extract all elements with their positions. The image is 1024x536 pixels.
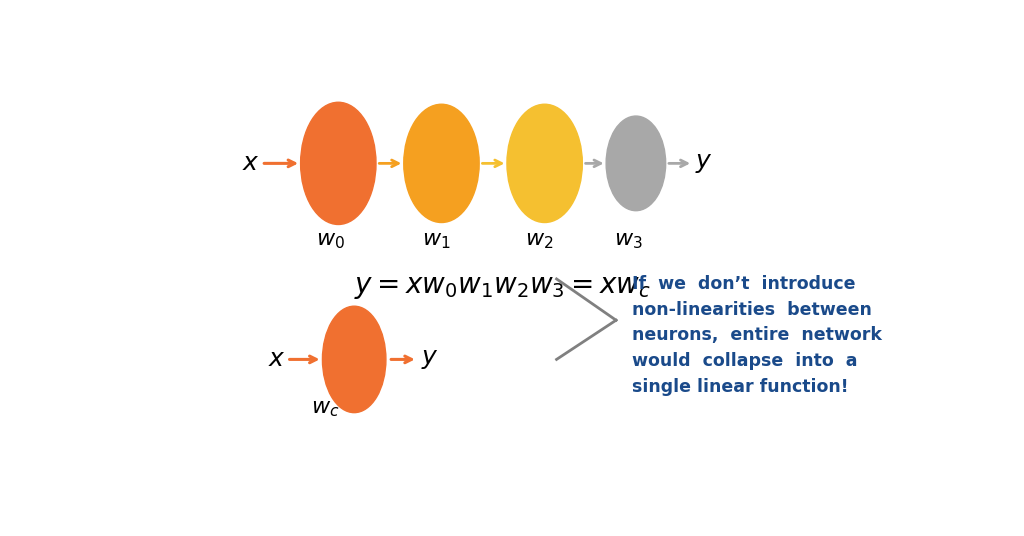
Ellipse shape xyxy=(323,306,386,413)
Text: $w_c$: $w_c$ xyxy=(310,397,339,419)
Text: $w_2$: $w_2$ xyxy=(525,229,553,251)
Text: $x$: $x$ xyxy=(268,348,286,371)
Ellipse shape xyxy=(606,116,666,211)
Text: $x$: $x$ xyxy=(243,152,260,175)
Text: $w_0$: $w_0$ xyxy=(315,229,345,251)
Text: If  we  don’t  introduce
non-linearities  between
neurons,  entire  network
woul: If we don’t introduce non-linearities be… xyxy=(632,275,882,396)
Ellipse shape xyxy=(403,104,479,222)
Text: $w_1$: $w_1$ xyxy=(422,229,451,251)
Text: $y$: $y$ xyxy=(694,152,713,175)
Ellipse shape xyxy=(507,104,583,222)
Text: $y$: $y$ xyxy=(421,348,438,371)
Ellipse shape xyxy=(301,102,376,225)
Text: $w_3$: $w_3$ xyxy=(613,229,642,251)
Text: $y = xw_0w_1w_2w_3 = xw_c$: $y = xw_0w_1w_2w_3 = xw_c$ xyxy=(354,274,651,301)
